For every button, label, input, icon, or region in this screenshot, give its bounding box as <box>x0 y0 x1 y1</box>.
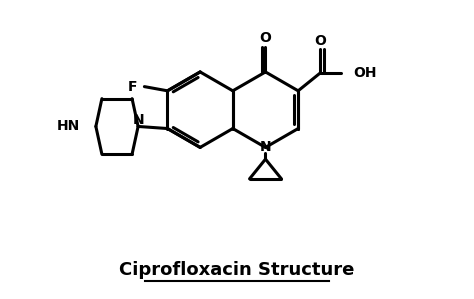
Text: Ciprofloxacin Structure: Ciprofloxacin Structure <box>119 261 355 279</box>
Text: F: F <box>128 80 137 94</box>
Text: N: N <box>132 113 144 127</box>
Text: N: N <box>260 141 271 154</box>
Text: O: O <box>314 33 326 48</box>
Text: O: O <box>260 31 272 45</box>
Text: HN: HN <box>57 119 80 133</box>
Text: OH: OH <box>354 66 377 80</box>
